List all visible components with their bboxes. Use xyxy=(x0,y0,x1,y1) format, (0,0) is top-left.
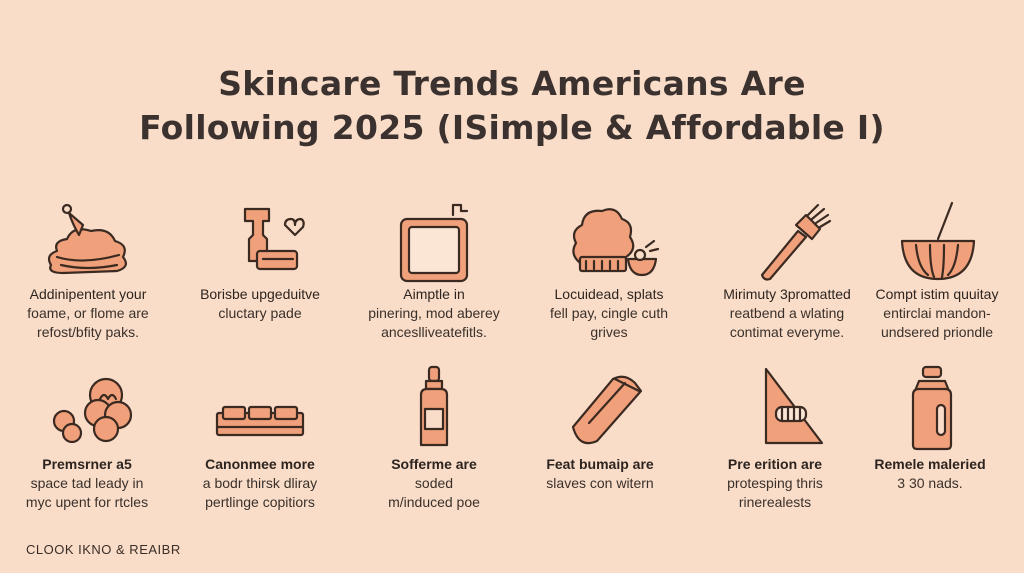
trend-desc-line: foame, or flome are xyxy=(27,305,149,321)
trend-label: Canonmee more xyxy=(205,456,315,472)
trend-desc-line: myc upent for rtcles xyxy=(25,494,149,510)
triangle-grill-icon xyxy=(764,367,824,445)
trend-desc-line: pertlinge copitiors xyxy=(205,494,315,510)
trend-desc-line: 3 30 nads. xyxy=(897,475,963,491)
trend-item-6: Compt istim quuitay entirclai mandon- un… xyxy=(852,195,1022,342)
trend-label: Addinipentent your xyxy=(29,286,147,302)
trend-label: Pre erition are xyxy=(727,456,823,472)
trend-label: Locuidead, splats xyxy=(554,286,664,302)
spray-bottle-icon xyxy=(911,365,953,451)
mixing-bowl-icon xyxy=(900,201,976,281)
trend-desc-line: refost/bfity paks. xyxy=(37,324,139,340)
flower-cluster-icon xyxy=(52,377,133,444)
mirror-frame-icon xyxy=(399,203,469,283)
trend-label: Sofferme are xyxy=(391,456,477,472)
trend-desc-line: undsered priondle xyxy=(880,324,994,340)
trend-label: Premsrner a5 xyxy=(42,456,132,472)
serum-bottle-icon xyxy=(419,365,449,447)
pill-tray-icon xyxy=(215,405,305,437)
trend-desc-line: slaves con witern xyxy=(546,475,654,491)
trend-item-9: Sofferme are soded m/induced poe xyxy=(349,365,519,512)
sponge-bowl-icon xyxy=(572,208,660,277)
patch-pad-icon xyxy=(571,375,643,445)
trend-label: Remele maleried xyxy=(874,456,986,472)
page-title: Skincare Trends Americans Are Following … xyxy=(0,62,1024,150)
trend-desc-line: soded xyxy=(414,475,454,491)
trend-label: Feat bumaip are xyxy=(546,456,654,472)
trend-item-1: Addinipentent your foame, or flome are r… xyxy=(3,195,173,342)
footer-brand: CLOOK IKNO & REAIBR xyxy=(26,542,181,557)
trend-desc-line: pinering, mod aberey xyxy=(368,305,500,321)
trend-label: Mirimuty 3promatted xyxy=(723,286,851,302)
trend-desc-line: reatbend a wlating xyxy=(729,305,845,321)
trend-desc-line: m/induced poe xyxy=(388,494,480,510)
trend-label: Compt istim quuitay xyxy=(875,286,999,302)
trend-item-12: Remele maleried 3 30 nads. xyxy=(845,365,1015,493)
trend-desc-line: protesping thris xyxy=(727,475,823,491)
trend-item-5: Mirimuty 3promatted reatbend a wlating c… xyxy=(702,195,872,342)
trend-desc-line: cluctary pade xyxy=(218,305,302,321)
cream-swirl-icon xyxy=(47,203,127,275)
trend-desc-line: fell pay, cingle cuth xyxy=(549,305,669,321)
trend-item-3: Aimptle in pinering, mod aberey anceslli… xyxy=(349,195,519,342)
trend-label: Borisbe upgeduitve xyxy=(200,286,320,302)
trend-item-2: Borisbe upgeduitve cluctary pade xyxy=(175,195,345,323)
trend-desc-line: contimat everyme. xyxy=(729,324,845,340)
trend-desc-line: anceslliveatefitls. xyxy=(381,324,487,340)
trend-item-4: Locuidead, splats fell pay, cingle cuth … xyxy=(524,195,694,342)
trend-item-8: Canonmee more a bodr thirsk dliray pertl… xyxy=(175,365,345,512)
trend-desc-line: a bodr thirsk dliray xyxy=(202,475,318,491)
trend-item-7: Premsrner a5 space tad leady in myc upen… xyxy=(2,365,172,512)
title-line-1: Skincare Trends Americans Are xyxy=(218,64,806,103)
trend-desc-line: rinerealests xyxy=(738,494,812,510)
trend-desc-line: grives xyxy=(590,324,628,340)
trend-desc-line: entirclai mandon- xyxy=(883,305,991,321)
trend-label: Aimptle in xyxy=(403,286,465,302)
brush-applicator-icon xyxy=(760,203,832,281)
trend-desc-line: space tad leady in xyxy=(30,475,144,491)
title-line-2: Following 2025 (ISimple & Affordable I) xyxy=(139,108,885,147)
skincare-tool-heart-icon xyxy=(243,207,305,271)
trend-item-11: Pre erition are protesping thris rinerea… xyxy=(690,365,860,512)
trend-item-10: Feat bumaip are slaves con witern xyxy=(515,365,685,493)
